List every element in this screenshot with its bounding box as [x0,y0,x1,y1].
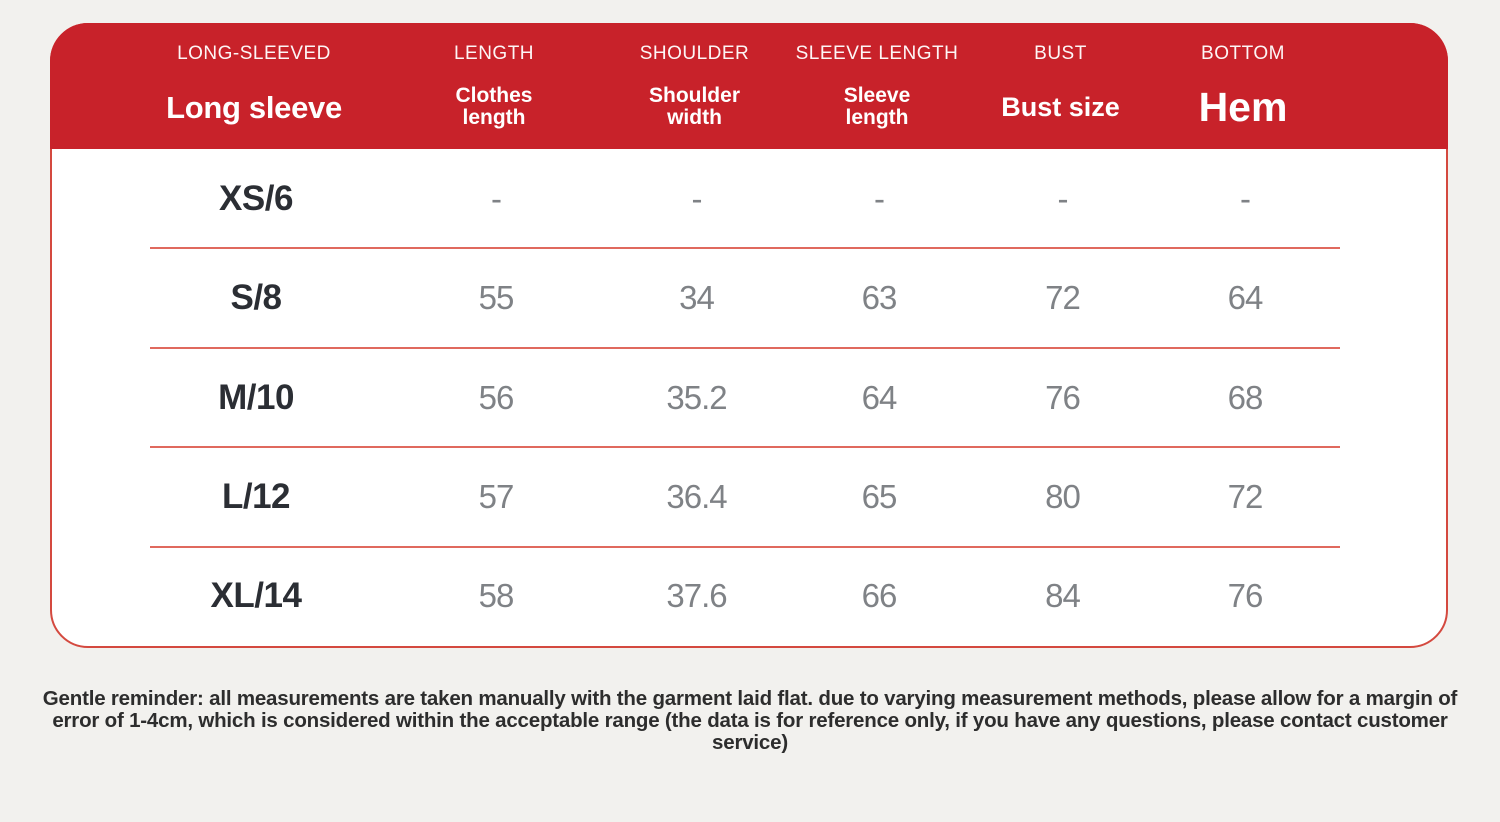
size-label: S/8 [230,278,282,318]
header-col-size: LONG-SLEEVED Long sleeve [124,23,384,149]
value-sleeve: 66 [861,577,898,615]
header-col-length: LENGTH Clothes length [384,23,604,149]
header-col-shoulder: SHOULDER Shoulder width [604,23,785,149]
size-label: XL/14 [210,576,302,616]
value-shoulder: 35.2 [666,378,727,416]
header-eyebrow-shoulder: SHOULDER [639,43,750,64]
table-row-xs: XS/6 - - - - - [52,149,1446,250]
value-length: 56 [478,378,515,416]
value-sleeve: - [874,179,885,217]
header-col-bust: BUST Bust size [969,23,1152,149]
value-hem: - [1240,179,1251,217]
value-hem: 64 [1227,279,1264,317]
value-shoulder: 34 [679,279,715,317]
value-bust: 84 [1045,577,1081,615]
gentle-reminder-note: Gentle reminder: all measurements are ta… [42,687,1458,754]
value-shoulder: 36.4 [666,477,727,515]
header-label-bust-size: Bust size [1001,91,1120,122]
value-bust: 80 [1045,477,1081,515]
header-label-hem: Hem [1198,83,1288,130]
value-sleeve: 65 [861,477,898,515]
table-row-l: L/12 57 36.4 65 80 72 [52,447,1446,549]
value-shoulder: - [691,179,703,217]
value-hem: 68 [1227,378,1264,416]
size-table-body: XS/6 - - - - - S/8 55 34 63 72 64 M/10 5… [52,149,1446,646]
header-columns: LONG-SLEEVED Long sleeve LENGTH Clothes … [50,23,1448,149]
header-label-long-sleeve: Long sleeve [166,89,342,125]
value-length: 55 [478,279,515,317]
value-hem: 72 [1227,477,1264,515]
header-eyebrow-long-sleeved: LONG-SLEEVED [177,43,331,64]
value-length: - [491,179,502,217]
value-shoulder: 37.6 [666,577,727,615]
value-hem: 76 [1227,577,1264,615]
header-eyebrow-bottom: BOTTOM [1201,43,1285,64]
value-bust: 76 [1045,378,1081,416]
header-label-clothes-length: Clothes length [455,84,533,129]
header-eyebrow-length: LENGTH [453,43,535,64]
size-chart-header-band: LONG-SLEEVED Long sleeve LENGTH Clothes … [50,23,1448,149]
header-eyebrow-sleeve-length: SLEEVE LENGTH [795,43,959,64]
header-col-sleeve-length: SLEEVE LENGTH Sleeve length [785,23,969,149]
header-label-sleeve-length: Sleeve length [843,84,911,129]
value-length: 58 [478,577,515,615]
value-length: 57 [478,477,515,515]
value-sleeve: 64 [861,378,898,416]
value-sleeve: 63 [861,279,898,317]
table-row-s: S/8 55 34 63 72 64 [52,248,1446,350]
header-eyebrow-bust: BUST [1034,43,1087,64]
size-chart-card: LONG-SLEEVED Long sleeve LENGTH Clothes … [50,23,1448,648]
header-col-hem: BOTTOM Hem [1152,23,1334,149]
table-row-m: M/10 56 35.2 64 76 68 [52,348,1446,449]
value-bust: 72 [1045,279,1081,317]
size-label: L/12 [221,476,291,516]
table-row-xl: XL/14 58 37.6 66 84 76 [52,547,1446,646]
size-label: M/10 [218,377,294,417]
size-label: XS/6 [219,178,293,218]
header-label-shoulder-width: Shoulder width [648,84,740,129]
value-bust: - [1057,179,1069,217]
